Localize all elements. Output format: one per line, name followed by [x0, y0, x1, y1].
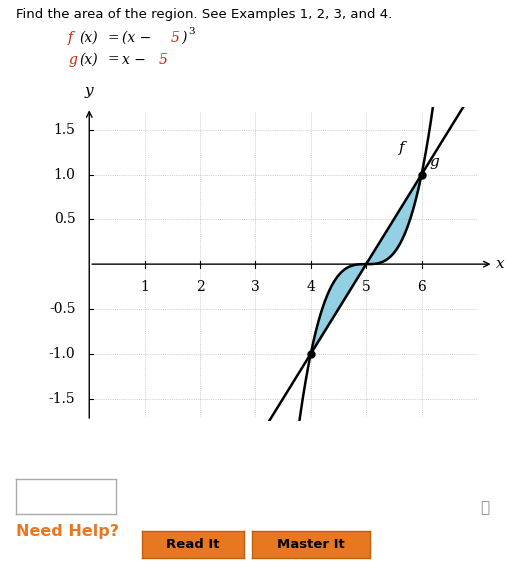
Text: (x): (x) [80, 31, 98, 45]
Text: 2: 2 [196, 280, 204, 294]
Text: ⓘ: ⓘ [480, 500, 489, 515]
Text: =: = [108, 53, 119, 67]
Text: -1.0: -1.0 [49, 347, 76, 360]
Text: 1.0: 1.0 [54, 168, 76, 181]
Text: 3: 3 [251, 280, 260, 294]
Text: 1.5: 1.5 [54, 123, 76, 137]
Text: (x): (x) [80, 53, 98, 67]
Text: g: g [430, 155, 439, 168]
Text: 5: 5 [159, 53, 167, 67]
Text: f: f [68, 31, 74, 45]
Text: Read It: Read It [166, 537, 219, 551]
Text: -0.5: -0.5 [49, 302, 76, 316]
Text: 5: 5 [362, 280, 371, 294]
Text: 3: 3 [188, 27, 195, 36]
Text: -1.5: -1.5 [49, 392, 76, 406]
Text: Master It: Master It [277, 537, 345, 551]
Text: =: = [108, 31, 119, 45]
Text: y: y [85, 84, 93, 98]
Text: f: f [400, 141, 405, 155]
Text: Need Help?: Need Help? [16, 524, 119, 540]
Text: ): ) [181, 31, 186, 45]
Text: 5: 5 [171, 31, 180, 45]
Text: Find the area of the region. See Examples 1, 2, 3, and 4.: Find the area of the region. See Example… [16, 8, 392, 21]
Text: 4: 4 [306, 280, 315, 294]
Text: x: x [496, 257, 505, 271]
Text: 6: 6 [417, 280, 426, 294]
Text: x −: x − [122, 53, 145, 67]
Text: (x −: (x − [122, 31, 151, 45]
Text: 1: 1 [140, 280, 149, 294]
Text: g: g [68, 53, 77, 67]
Text: 0.5: 0.5 [54, 212, 76, 227]
